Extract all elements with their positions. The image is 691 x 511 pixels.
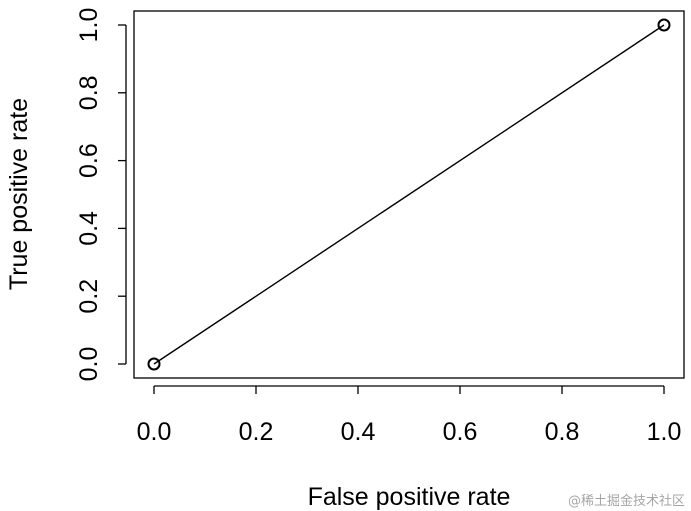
x-tick-label: 0.4 xyxy=(341,418,376,446)
x-axis: 0.0 0.2 0.4 0.6 0.8 1.0 xyxy=(137,385,682,446)
x-tick-label: 0.6 xyxy=(443,418,478,446)
y-tick-label: 0.0 xyxy=(75,347,103,382)
plot-frame xyxy=(133,10,685,379)
x-axis-title: False positive rate xyxy=(308,483,511,511)
x-tick-label: 0.8 xyxy=(545,418,580,446)
series-layer xyxy=(147,18,671,371)
data-point xyxy=(657,18,671,32)
x-tick-label: 0.0 xyxy=(137,418,172,446)
series-line xyxy=(153,24,665,365)
data-point xyxy=(147,357,161,371)
y-axis-title: True positive rate xyxy=(5,98,33,290)
watermark: @稀土掘金技术社区 xyxy=(568,493,685,509)
x-tick-label: 1.0 xyxy=(647,418,682,446)
y-tick-label: 0.6 xyxy=(75,143,103,178)
y-tick-label: 1.0 xyxy=(75,8,103,43)
y-tick-label: 0.8 xyxy=(75,75,103,110)
y-tick-label: 0.2 xyxy=(75,279,103,314)
y-axis: 0.0 0.2 0.4 0.6 0.8 1.0 xyxy=(75,8,127,382)
y-tick-label: 0.4 xyxy=(75,211,103,246)
x-tick-label: 0.2 xyxy=(239,418,274,446)
